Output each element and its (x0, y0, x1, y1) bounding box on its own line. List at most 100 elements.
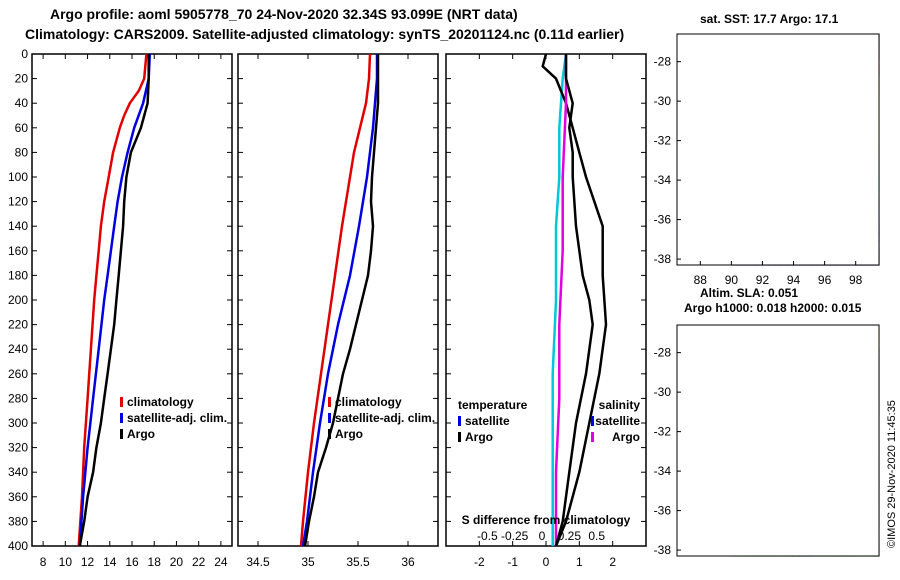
map-y-tick-label: -34 (654, 173, 672, 187)
secondary-x-tick-label: -0.25 (501, 529, 529, 543)
map-frame-2 (676, 324, 880, 557)
map-y-tick-label: -36 (654, 213, 672, 227)
y-tick-label: 220 (8, 318, 28, 332)
legend-label: Argo (127, 427, 155, 441)
y-tick-label: 360 (8, 490, 28, 504)
legend-label: satellite-adj. clim. (127, 411, 227, 425)
x-tick-label: 10 (59, 555, 73, 569)
y-tick-label: 280 (8, 391, 28, 405)
temp-diff-satellite-line (551, 53, 568, 546)
panel1-argo-line (78, 54, 150, 547)
legend-swatch-sal-satellite (591, 416, 594, 426)
map-x-tick-label: 88 (694, 273, 708, 287)
legend-label: Argo (612, 430, 640, 444)
x-tick-label: 34.5 (246, 555, 270, 569)
y-tick-label: 140 (8, 219, 28, 233)
argo-height-text: Argo h1000: 0.018 h2000: 0.015 (684, 301, 862, 315)
y-tick-label: 100 (8, 170, 28, 184)
y-tick-label: 400 (8, 539, 28, 553)
panel-frame-3 (445, 53, 647, 547)
x-tick-label: 0 (543, 555, 550, 569)
map-y-tick-label: -34 (654, 464, 672, 478)
legend-swatch-satellite-adj-line (328, 413, 331, 423)
legend-swatch-satellite-adj-line (120, 413, 123, 423)
panel1-satellite-adj-line (78, 53, 152, 547)
panel2-satellite-adj-line (301, 54, 379, 547)
x-tick-label: 8 (40, 555, 47, 569)
chart-title-line2: Climatology: CARS2009. Satellite-adjuste… (25, 26, 625, 42)
legend-label: Argo (465, 430, 493, 444)
legend-label: climatology (127, 395, 194, 409)
map-y-tick-label: -38 (654, 252, 672, 266)
sal-diff-argo-line (554, 54, 594, 547)
secondary-x-tick-label: 0 (539, 529, 546, 543)
y-tick-label: 80 (15, 145, 29, 159)
y-tick-label: 20 (15, 72, 29, 86)
chart-title-line1: Argo profile: aoml 5905778_70 24-Nov-202… (50, 6, 518, 22)
y-tick-label: 200 (8, 293, 28, 307)
map-y-tick-label: -32 (654, 425, 672, 439)
x-tick-label: 35 (301, 555, 315, 569)
map-x-tick-label: 98 (849, 273, 863, 287)
panel-frame-1 (31, 53, 233, 547)
secondary-x-tick-label: 0.5 (588, 529, 605, 543)
map-y-tick-label: -28 (654, 346, 672, 360)
sst-map-title: sat. SST: 17.7 Argo: 17.1 (700, 12, 839, 26)
legend-swatch-climatology-line (120, 397, 123, 407)
y-tick-label: 40 (15, 96, 29, 110)
x-tick-label: -1 (507, 555, 518, 569)
y-tick-label: 320 (8, 441, 28, 455)
y-tick-label: 340 (8, 465, 28, 479)
y-tick-label: 240 (8, 342, 28, 356)
panel-frame-2 (237, 53, 439, 547)
x-tick-label: 18 (148, 555, 162, 569)
map-x-tick-label: 92 (756, 273, 770, 287)
x-tick-label: 12 (81, 555, 95, 569)
x-tick-label: 35.5 (346, 555, 370, 569)
legend-title-salinity: salinity (599, 398, 641, 412)
x-tick-label: 16 (125, 555, 139, 569)
y-tick-label: 160 (8, 244, 28, 258)
x-tick-label: 36 (401, 555, 415, 569)
legend-swatch-temp-satellite (458, 416, 461, 426)
legend-swatch-argo-line (120, 429, 123, 439)
x-tick-label: -2 (474, 555, 485, 569)
legend-label: climatology (335, 395, 402, 409)
x-tick-label: 22 (192, 555, 206, 569)
x-tick-label: 20 (170, 555, 184, 569)
legend-swatch-sal-argo (591, 432, 594, 442)
map-y-tick-label: -32 (654, 134, 672, 148)
legend-swatch-climatology-line (328, 397, 331, 407)
map-x-tick-label: 90 (725, 273, 739, 287)
panel2-argo-line (303, 54, 380, 547)
map-frame-1 (676, 33, 880, 266)
legend-swatch-temp-argo (458, 432, 461, 442)
map-x-tick-label: 94 (787, 273, 801, 287)
altim-map-title: Altim. SLA: 0.051 (700, 286, 799, 300)
panel2-climatology-line (299, 53, 372, 547)
x-tick-label: 14 (103, 555, 117, 569)
map-y-tick-label: -30 (654, 94, 672, 108)
map-y-tick-label: -30 (654, 385, 672, 399)
map-border-1 (676, 33, 880, 266)
sal-diff-satellite-line (554, 54, 568, 546)
map-y-tick-label: -38 (654, 543, 672, 557)
y-tick-label: 0 (21, 47, 28, 61)
y-tick-label: 260 (8, 367, 28, 381)
panel1-climatology-line (77, 53, 148, 547)
map-border-2 (676, 324, 880, 557)
map-x-tick-label: 96 (818, 273, 832, 287)
x-tick-label: 2 (609, 555, 616, 569)
legend-label: satellite-adj. clim. (335, 411, 435, 425)
x-tick-label: 24 (214, 555, 228, 569)
y-tick-label: 180 (8, 268, 28, 282)
legend-label: satellite (595, 414, 640, 428)
map-y-tick-label: -36 (654, 504, 672, 518)
y-tick-label: 300 (8, 416, 28, 430)
secondary-x-tick-label: -0.5 (477, 529, 498, 543)
legend-label: satellite (465, 414, 510, 428)
secondary-x-tick-label: 0.25 (558, 529, 582, 543)
y-tick-label: 120 (8, 195, 28, 209)
temp-diff-argo-line (541, 53, 608, 547)
